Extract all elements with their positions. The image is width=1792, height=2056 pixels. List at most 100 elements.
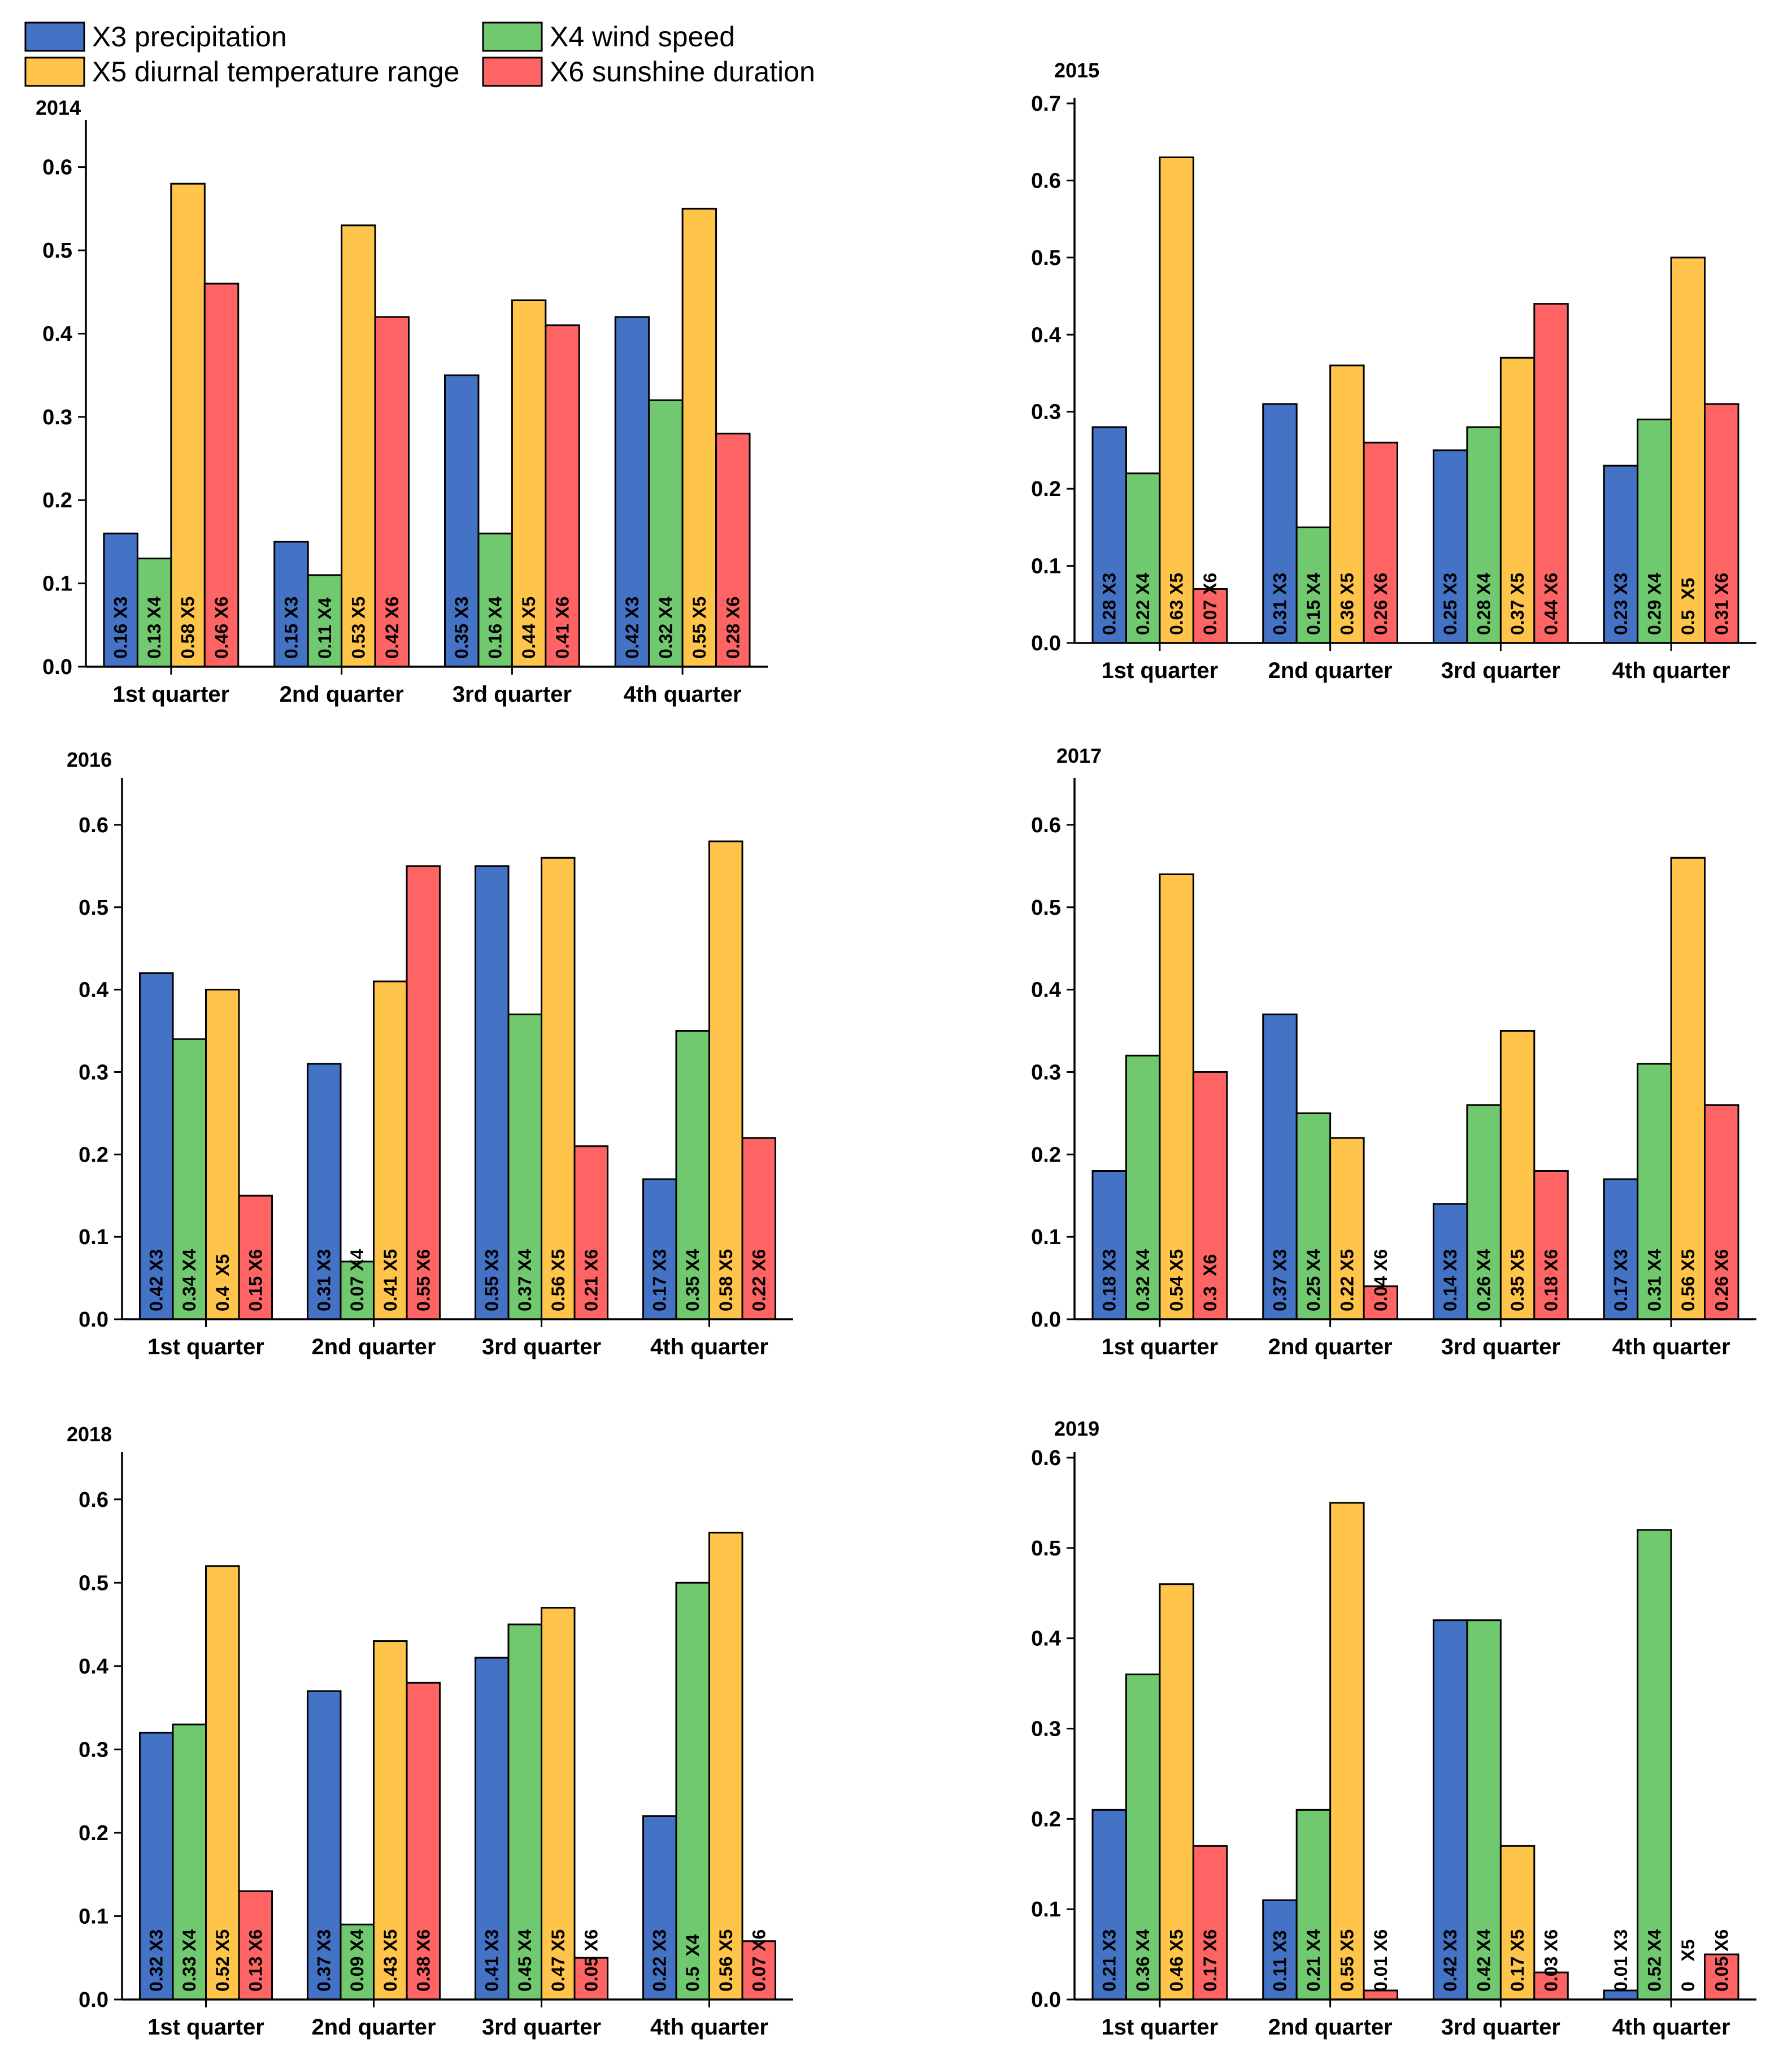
- y-tick-label: 0.1: [1031, 1898, 1061, 1922]
- y-tick-label: 0.5: [79, 896, 108, 920]
- y-tick-label: 0.6: [1031, 169, 1061, 193]
- y-tick-label: 0.4: [42, 322, 72, 346]
- y-tick-label: 0.7: [1031, 92, 1061, 116]
- data-label-x6: 0.41 X6: [553, 597, 573, 659]
- data-label-x3: 0.31 X3: [1269, 573, 1290, 635]
- y-tick-label: 0.5: [1031, 246, 1061, 270]
- data-label-x6: 0.38 X6: [413, 1929, 433, 1992]
- bar-x5-q4: [1670, 857, 1706, 1320]
- y-tick-label: 0.0: [79, 1988, 108, 2012]
- bar-x5-q3: [1499, 1845, 1536, 2001]
- y-tick-label: 0.2: [79, 1822, 108, 1845]
- bar-x6-q4: [741, 1137, 777, 1320]
- data-label-x3: 0.11 X3: [1269, 1930, 1290, 1992]
- chart-panel-2015: 2015 0.0 0.1 0.2 0.3 0.4 0.5 0.6 0.7 1st quarter 0…: [1031, 59, 1756, 683]
- data-label-x3: 0.22 X3: [650, 1929, 670, 1992]
- data-label-x4: 0.25 X4: [1303, 1249, 1324, 1311]
- bar-x6-q2: [406, 865, 441, 1320]
- data-label-x5: 0.22 X5: [1337, 1249, 1357, 1311]
- data-label-x6: 0.15 X6: [245, 1249, 266, 1311]
- data-label-x4: 0.15 X4: [1303, 572, 1324, 635]
- data-label-x3: 0.37 X3: [314, 1929, 334, 1992]
- category-label: 3rd quarter: [482, 2015, 601, 2040]
- data-label-x4: 0.26 X4: [1474, 1249, 1494, 1311]
- data-label-x4: 0.42 X4: [1474, 1929, 1494, 1992]
- y-tick-label: 0.5: [1031, 896, 1061, 920]
- chart-title: 2019: [1054, 1417, 1099, 1440]
- chart-panel-2016: 2016 0.0 0.1 0.2 0.3 0.4 0.5 0.6 1st quarter 0.42…: [67, 748, 793, 1359]
- category-label: 1st quarter: [1102, 2015, 1219, 2040]
- y-tick-label: 0.3: [1031, 1060, 1061, 1084]
- category-label: 3rd quarter: [1441, 1335, 1560, 1359]
- data-label-x6: 0.13 X6: [245, 1929, 266, 1992]
- data-label-x6: 0.07 X6: [749, 1929, 769, 1992]
- y-tick-label: 0.2: [42, 489, 72, 512]
- bar-x6-q4: [741, 1940, 777, 2001]
- data-label-x3: 0.55 X3: [482, 1249, 502, 1311]
- data-label-x3: 0.42 X3: [622, 597, 642, 659]
- bar-x3-q3: [1432, 1203, 1468, 1320]
- category-label: 3rd quarter: [1441, 658, 1560, 683]
- y-tick-label: 0.2: [1031, 1807, 1061, 1831]
- data-label-x5: 0.56 X5: [1678, 1249, 1698, 1311]
- y-tick-label: 0.2: [79, 1143, 108, 1167]
- data-label-x4: 0.45 X4: [515, 1929, 535, 1992]
- y-tick-label: 0.4: [1031, 1627, 1061, 1651]
- bar-x6-q3: [573, 1145, 609, 1320]
- bar-x5-q4: [1670, 257, 1706, 644]
- data-label-x6: 0.17 X6: [1200, 1929, 1220, 1992]
- bar-x5-q1: [205, 989, 240, 1320]
- bar-x3-q1: [1091, 1809, 1127, 2001]
- category-label: 4th quarter: [624, 682, 742, 707]
- y-tick-label: 0.2: [1031, 1143, 1061, 1167]
- data-label-x5: 0.36 X5: [1337, 573, 1357, 635]
- bar-x6-q1: [1192, 1071, 1228, 1320]
- y-tick-label: 0.1: [1031, 1225, 1061, 1249]
- category-label: 3rd quarter: [482, 1335, 601, 1359]
- data-label-x6: 0.04 X6: [1371, 1249, 1391, 1311]
- chart-panel-2017: 2017 0.0 0.1 0.2 0.3 0.4 0.5 0.6 1st quarter 0.18…: [1031, 744, 1756, 1359]
- y-tick-label: 0.0: [79, 1308, 108, 1332]
- data-label-x5: 0 X5: [1678, 1940, 1698, 1992]
- bar-x4-q4: [675, 1030, 710, 1320]
- bar-x3-q1: [103, 532, 138, 668]
- legend: X3 precipitation X4 wind speed X5 diurnal …: [24, 21, 815, 88]
- data-label-x4: 0.32 X4: [655, 596, 676, 659]
- bar-x3-q3: [1432, 449, 1468, 644]
- chart-title: 2018: [67, 1423, 112, 1446]
- category-label: 4th quarter: [650, 1335, 768, 1359]
- data-label-x5: 0.58 X5: [178, 597, 198, 659]
- chart-panel-2018: 2018 0.0 0.1 0.2 0.3 0.4 0.5 0.6 1st quarter 0.32…: [67, 1423, 793, 2040]
- data-label-x3: 0.25 X3: [1440, 573, 1460, 635]
- bar-x6-q3: [1533, 1971, 1569, 2001]
- bar-x3-q3: [443, 374, 480, 668]
- data-label-x6: 0.42 X6: [382, 597, 402, 659]
- data-label-x6: 0.22 X6: [749, 1249, 769, 1311]
- category-label: 2nd quarter: [280, 682, 404, 707]
- y-tick-label: 0.3: [79, 1060, 108, 1084]
- data-label-x4: 0.16 X4: [485, 596, 506, 659]
- chart-title: 2015: [1054, 59, 1099, 82]
- data-label-x5: 0.63 X5: [1167, 573, 1187, 635]
- y-tick-label: 0.5: [79, 1571, 108, 1595]
- legend-label-x3: X3 precipitation: [92, 21, 287, 53]
- data-label-x4: 0.07 X4: [347, 1249, 367, 1311]
- data-label-x4: 0.37 X4: [515, 1249, 535, 1311]
- chart-panel-2019: 2019 0.0 0.1 0.2 0.3 0.4 0.5 0.6 1st quarter 0.21…: [1031, 1417, 1756, 2040]
- legend-swatch-x6: [482, 56, 543, 87]
- data-label-x3: 0.35 X3: [451, 597, 472, 659]
- data-label-x3: 0.37 X3: [1269, 1249, 1290, 1311]
- bar-x4-q4: [1637, 1529, 1672, 2001]
- bar-x5-q3: [511, 299, 547, 668]
- data-label-x3: 0.18 X3: [1099, 1249, 1120, 1311]
- bar-x4-q4: [675, 1581, 710, 2001]
- data-label-x6: 0.05 X6: [581, 1929, 601, 1992]
- bar-x6-q1: [1192, 1845, 1228, 2001]
- y-tick-label: 0.0: [1031, 632, 1061, 655]
- category-label: 4th quarter: [1612, 658, 1730, 683]
- category-label: 1st quarter: [113, 682, 230, 707]
- bar-x3-q2: [306, 1063, 342, 1320]
- data-label-x5: 0.17 X5: [1507, 1929, 1528, 1992]
- data-label-x4: 0.29 X4: [1644, 572, 1664, 635]
